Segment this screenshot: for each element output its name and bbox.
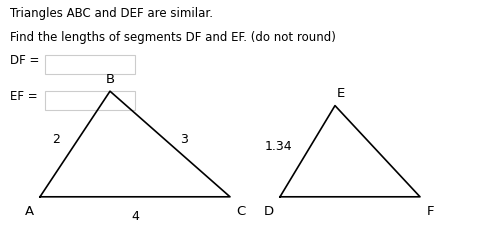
- Text: B: B: [106, 73, 114, 86]
- Text: F: F: [427, 205, 435, 218]
- Text: DF =: DF =: [10, 54, 40, 66]
- Text: EF =: EF =: [10, 90, 38, 102]
- Text: Find the lengths of segments DF and EF. (do not round): Find the lengths of segments DF and EF. …: [10, 31, 336, 44]
- Text: 1.34: 1.34: [265, 140, 292, 153]
- Text: E: E: [337, 87, 345, 100]
- FancyBboxPatch shape: [45, 91, 135, 110]
- Text: A: A: [24, 205, 34, 218]
- Text: Triangles ABC and DEF are similar.: Triangles ABC and DEF are similar.: [10, 7, 213, 20]
- Text: 4: 4: [131, 210, 139, 222]
- Text: 3: 3: [180, 133, 188, 146]
- Text: C: C: [236, 205, 246, 218]
- FancyBboxPatch shape: [45, 55, 135, 74]
- Text: 2: 2: [52, 133, 60, 146]
- Text: D: D: [264, 205, 274, 218]
